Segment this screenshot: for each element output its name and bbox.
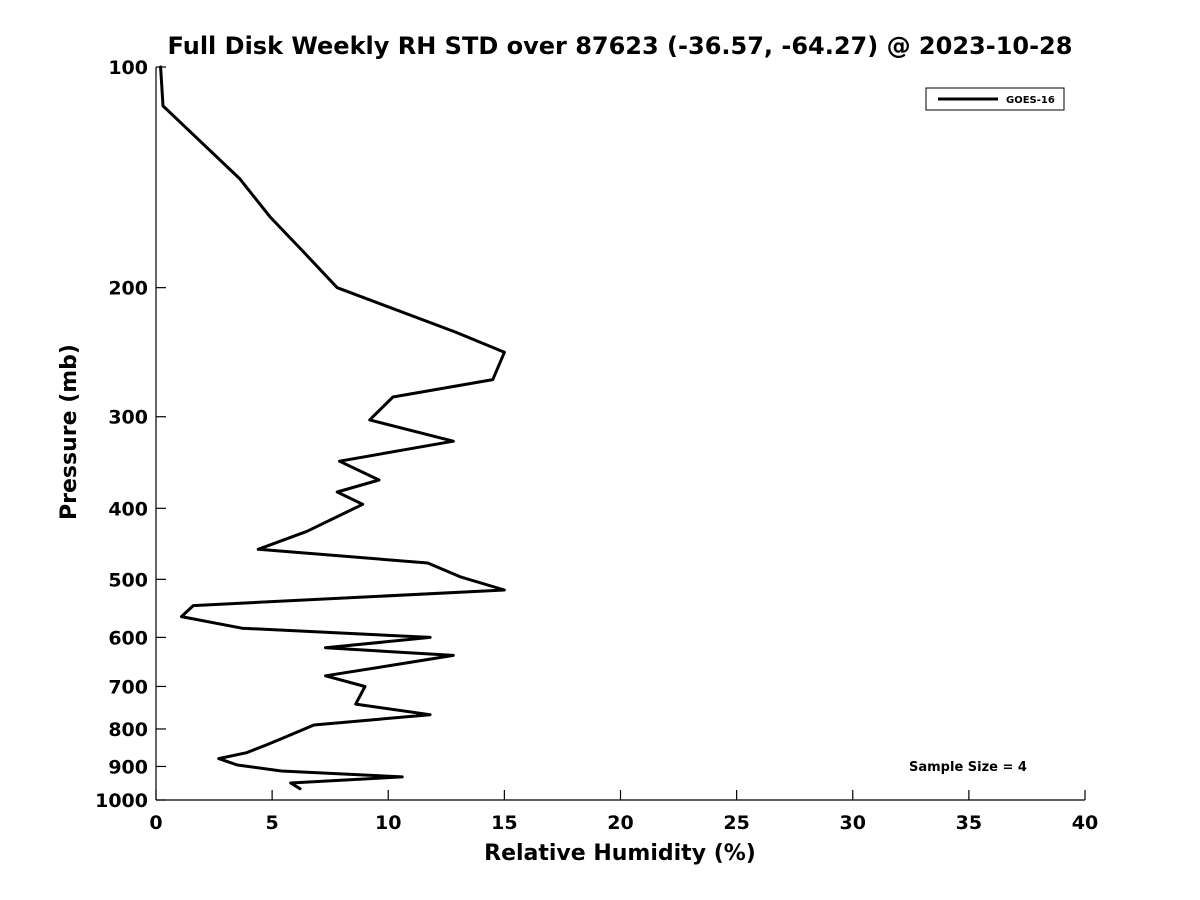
series-line-goes-16 [159, 65, 506, 791]
x-tick-label: 40 [1072, 812, 1098, 834]
x-tick-label: 20 [607, 812, 633, 834]
x-axis-label: Relative Humidity (%) [484, 841, 756, 866]
x-tick-label: 30 [840, 812, 866, 834]
x-tick-label: 0 [149, 812, 162, 834]
y-tick-label: 500 [108, 569, 148, 591]
sample-size-annotation: Sample Size = 4 [909, 760, 1027, 775]
y-tick-label: 900 [108, 756, 148, 778]
axes [155, 67, 1085, 801]
y-tick-label: 700 [108, 676, 148, 698]
x-tick-label: 10 [375, 812, 401, 834]
legend: GOES-16 [925, 87, 1065, 111]
y-tick-label: 200 [108, 278, 148, 300]
x-tick-label: 35 [956, 812, 982, 834]
series-lines [159, 65, 506, 791]
x-tick-label: 5 [266, 812, 279, 834]
y-tick-label: 400 [108, 498, 148, 520]
x-tick-label: 25 [723, 812, 749, 834]
y-tick-label: 800 [108, 719, 148, 741]
x-ticks: 0 5 10 15 20 25 30 35 40 [149, 790, 1098, 834]
y-tick-label: 100 [108, 57, 148, 79]
y-ticks: 100 200 300 400 500 600 700 800 900 1000 [95, 57, 166, 812]
legend-label-goes-16: GOES-16 [1006, 95, 1055, 106]
x-tick-label: 15 [491, 812, 517, 834]
chart-title: Full Disk Weekly RH STD over 87623 (-36.… [168, 32, 1073, 60]
y-tick-label: 1000 [95, 790, 148, 812]
y-tick-label: 300 [108, 407, 148, 429]
y-axis-label: Pressure (mb) [57, 344, 82, 520]
y-tick-label: 600 [108, 627, 148, 649]
